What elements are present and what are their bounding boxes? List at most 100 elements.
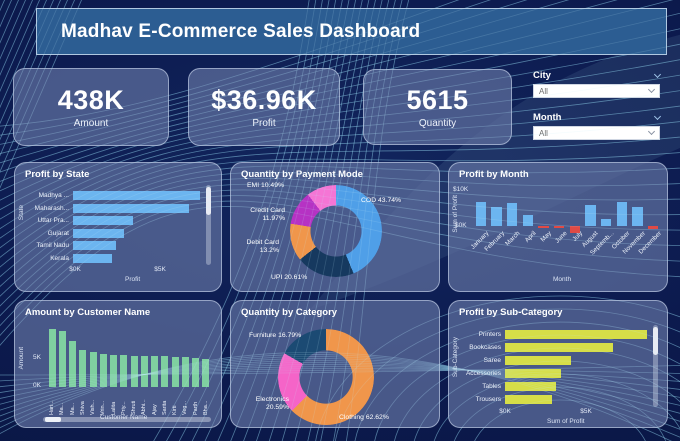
scrollbar-thumb[interactable] [206,187,211,215]
bar[interactable] [601,218,612,226]
slicer-city: City All [533,70,662,98]
x-axis-label: Profit [125,276,141,283]
category-label: Kerala [50,254,69,262]
y-axis-label: Amount [18,347,25,370]
category-label: Hari... [49,400,56,415]
x-axis-label: Month [553,276,572,283]
bar[interactable] [585,204,596,226]
kpi-card-amount: 438K Amount [13,68,169,146]
bar[interactable] [505,382,557,391]
bar[interactable] [538,226,549,228]
bar[interactable] [632,206,643,226]
bar[interactable] [491,206,502,226]
slicer-month-label: Month [533,112,562,123]
category-label: Ajay [151,404,158,415]
bar[interactable] [616,202,628,226]
slicer-city-dropdown[interactable]: All [533,84,660,98]
bar[interactable] [181,356,189,387]
bar[interactable] [192,358,200,387]
bar[interactable] [69,340,77,387]
bar[interactable] [73,216,133,226]
bar[interactable] [505,369,562,378]
x-tick: $5K [580,408,592,415]
slicer-month-value: All [539,128,548,138]
bar[interactable] [73,203,190,213]
hbar-chart: Printers Bookcases Saree Accessories Tables T… [457,330,649,404]
chart-card-quantity-by-category: Quantity by Category Furniture 16.79% El… [230,300,440,428]
scrollbar-vertical[interactable] [653,325,658,407]
bar[interactable] [505,356,572,365]
hbar-chart: Madhya ... Maharash... Uttar Pra... Gujarat… [25,191,203,263]
category-label: Priy... [120,401,127,415]
bar[interactable] [505,330,648,339]
kpi-amount-label: Amount [73,118,109,129]
bar[interactable] [140,355,148,387]
bar[interactable] [171,356,179,387]
scrollbar-horizontal[interactable] [43,417,211,422]
y-tick: 0K [33,382,41,389]
scrollbar-vertical[interactable] [206,185,211,265]
bar[interactable] [505,343,613,352]
kpi-card-profit: $36.96K Profit [188,68,340,146]
bar[interactable] [130,355,138,387]
category-label: Saree [483,357,501,364]
bar[interactable] [202,358,210,387]
bar[interactable] [99,353,107,387]
bar[interactable] [507,202,518,226]
category-label: Uttar Pra... [37,217,69,225]
category-label: Accessories [465,370,501,377]
donut-chart[interactable] [278,329,374,425]
donut-label-debit-card: Debit Card 13.2% [246,239,280,255]
y-tick: $0K [455,222,467,229]
y-tick: $10K [453,186,469,193]
bar[interactable] [151,356,159,387]
category-label: June [553,230,569,245]
donut-label-electronics: Electronics 20.59% [255,396,289,412]
chevron-down-icon[interactable] [653,70,662,78]
bar[interactable] [522,215,534,226]
category-label: Shruti [131,400,138,415]
chart-title: Amount by Customer Name [25,307,151,318]
donut-label-emi: EMI 10.49% [247,182,285,189]
bar[interactable] [89,352,97,387]
bar[interactable] [161,356,169,387]
column-chart [473,183,661,236]
bar[interactable] [58,331,66,387]
bar[interactable] [73,253,113,263]
bar[interactable] [569,226,581,234]
page-title: Madhav E-Commerce Sales Dashboard [61,20,421,42]
bar[interactable] [648,226,659,230]
bar[interactable] [475,202,487,226]
chart-card-amount-by-customer-name: Amount by Customer Name Amount 5K 0K Har… [14,300,222,428]
category-label: March [504,230,522,248]
x-tick: $0K [69,266,81,273]
slicer-month: Month All [533,112,662,140]
bar[interactable] [554,226,565,228]
category-label: Ma... [69,402,76,415]
bar[interactable] [48,329,56,387]
chevron-down-icon [647,127,656,136]
category-label: Tables [482,383,501,390]
category-label: Vish... [90,399,97,415]
slicer-month-dropdown[interactable]: All [533,126,660,140]
chart-card-profit-by-sub-category: Profit by Sub-Category Sub-Category Prin… [448,300,668,428]
bar[interactable] [73,191,200,200]
kpi-quantity-label: Quantity [418,118,457,129]
bar[interactable] [73,228,125,238]
scrollbar-thumb[interactable] [653,327,658,355]
bar[interactable] [120,355,128,387]
donut-label-cod: COD 43.74% [361,197,402,204]
scrollbar-thumb[interactable] [45,417,61,422]
x-axis-label: Customer Name [100,414,148,421]
bar[interactable] [79,349,87,387]
bar[interactable] [73,241,116,251]
chart-card-quantity-by-payment-mode: Quantity by Payment Mode EMI 10.49% COD … [230,162,440,292]
dashboard-header: Madhav E-Commerce Sales Dashboard [36,8,667,55]
category-label: Kirti [172,405,179,415]
bar[interactable] [110,354,118,387]
bar[interactable] [505,395,553,404]
chevron-down-icon[interactable] [653,112,662,120]
donut-chart[interactable] [290,185,382,277]
category-label: Bha... [202,400,209,415]
